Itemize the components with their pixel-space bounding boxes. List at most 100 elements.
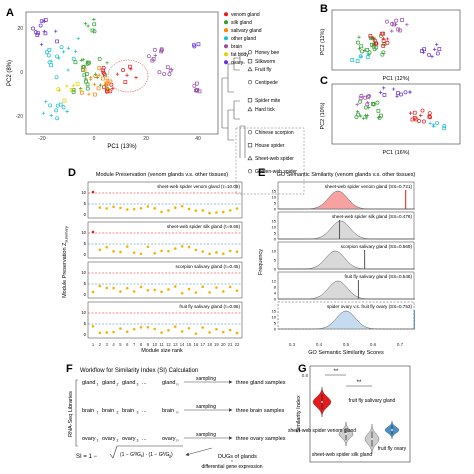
tissue-legend-swatch <box>224 36 228 41</box>
pca-a-point <box>76 36 80 41</box>
module-point <box>180 245 184 248</box>
module-subplot-frame <box>87 181 243 219</box>
module-xtick: 7 <box>133 342 136 347</box>
pca-a-point <box>55 39 59 44</box>
pca-a-point <box>49 59 53 63</box>
module-point <box>160 331 163 334</box>
pca-c-point <box>412 116 417 120</box>
library-item: ovary <box>162 436 176 442</box>
module-point <box>98 248 102 252</box>
species-legend-marker <box>247 98 253 103</box>
go-ytick: 5 <box>274 258 277 263</box>
tissue-legend-label: ovary <box>231 60 244 66</box>
pca-a-point <box>102 71 107 76</box>
go-subplot-label: sheet-web spider venom gland (SS=0.721) <box>325 184 413 189</box>
pca-b-point <box>435 51 440 56</box>
pca-a-point <box>104 83 108 88</box>
module-ytick: 10 <box>81 190 86 195</box>
panel-letter-e: E <box>258 167 265 179</box>
workflow-row: brain 1 brain 2 brain 3... brain nsamplingthree… <box>82 404 285 415</box>
pca-a-point <box>81 58 85 62</box>
pca-c-points <box>354 86 447 131</box>
go-ytick: 4 <box>274 291 277 296</box>
pca-a-point <box>41 111 46 115</box>
panel-letter-a: A <box>6 7 14 19</box>
module-point <box>173 285 177 288</box>
module-point <box>112 286 115 290</box>
pca-a-point <box>55 54 59 59</box>
module-xtick: 21 <box>228 342 233 347</box>
pca-b-point <box>370 43 374 47</box>
pca-a-point <box>31 26 35 31</box>
module-xtick: 11 <box>159 342 164 347</box>
tissue-legend-swatch <box>224 12 228 17</box>
panel-letter-b: B <box>320 3 328 15</box>
pca-a-point <box>85 61 90 66</box>
module-point <box>112 330 115 334</box>
module-point <box>119 290 122 293</box>
panel-letter-g: G <box>298 363 307 375</box>
pca-c-point <box>375 100 380 105</box>
pca-b-point <box>381 50 386 55</box>
panel-e-xlabel: GO Semantic Similarity Scores <box>308 350 384 356</box>
pca-c-frame <box>331 83 461 145</box>
violin-label-venom: sheet-web spider venom gland <box>288 428 356 434</box>
species-legend-marker <box>247 130 253 135</box>
module-ytick: 5 <box>84 321 87 326</box>
module-xtick: 15 <box>187 342 192 347</box>
pca-c-point <box>359 93 364 98</box>
pca-a-point <box>193 88 198 93</box>
module-point <box>208 211 211 215</box>
module-xtick: 18 <box>207 342 212 347</box>
violin-label-silk: sheet-web spider silk gland <box>312 452 373 458</box>
tissue-legend-label: other gland <box>231 36 256 42</box>
species-legend-label: Spider mite <box>255 98 281 104</box>
pca-a-point <box>55 116 60 121</box>
pca-c-point <box>422 119 426 124</box>
library-subscript: 2 <box>117 411 119 415</box>
pca-b-ylabel: PC2 (11%) <box>320 29 326 56</box>
module-point <box>91 230 95 234</box>
tissue-legend-label: brain <box>231 44 242 50</box>
module-xtick: 10 <box>152 342 157 347</box>
module-subplot-label: sheet-web spider venom gland (τ=10.08) <box>157 184 240 189</box>
module-point <box>112 250 115 253</box>
module-point <box>215 251 218 254</box>
pca-c-point <box>427 111 432 116</box>
panel-d-ylabel: Module Preservation Zsummary <box>62 226 69 298</box>
module-point <box>235 207 239 210</box>
pca-a-point <box>86 24 90 28</box>
pca-a-point <box>54 108 59 113</box>
species-legend-label: Hard tick <box>255 107 275 113</box>
pca-b-point <box>432 47 437 52</box>
pca-a-point <box>101 65 106 70</box>
go-ytick: 0 <box>274 327 277 332</box>
module-point <box>91 190 95 194</box>
go-subplot-label: fruit fly salivary gland (SS=0.546) <box>344 274 412 279</box>
pca-a-point <box>92 82 97 87</box>
pca-a-point <box>90 28 95 33</box>
pca-b-point <box>365 48 370 52</box>
sample-result: three brain samples <box>236 408 285 414</box>
species-legend-label: Chinese scorpion <box>255 130 294 136</box>
library-item: brain <box>122 408 134 414</box>
pca-c-point <box>420 108 425 113</box>
pca-c-point <box>435 121 439 125</box>
module-ytick: 10 <box>81 230 86 235</box>
pca-a-point <box>44 50 49 55</box>
panel-d-title: Module Preservation (venom glands v.s. o… <box>96 172 228 178</box>
module-point <box>228 328 232 332</box>
pca-c-point <box>363 105 368 110</box>
pca-a-point <box>93 74 98 79</box>
pca-a-xtick: 40 <box>195 136 201 142</box>
pca-a-point <box>49 113 53 118</box>
module-point <box>180 204 184 208</box>
pca-a-point <box>65 109 69 114</box>
pca-c-point <box>408 90 412 94</box>
violin-label-ffsal: fruit fly salivary gland <box>349 398 396 404</box>
pca-a-point <box>59 45 64 50</box>
module-point <box>91 324 95 328</box>
go-ytick: 15 <box>272 189 277 194</box>
violins <box>312 386 400 455</box>
pca-c-point <box>442 124 447 128</box>
